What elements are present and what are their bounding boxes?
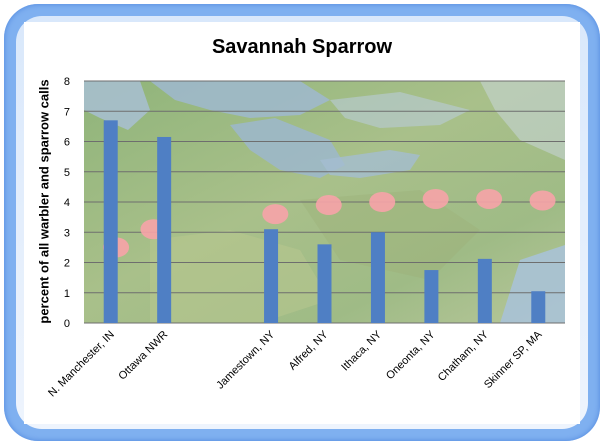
bar <box>264 229 279 323</box>
bars <box>103 120 546 323</box>
site-marker <box>529 190 556 211</box>
x-tick-label: Jamestown, NY <box>214 328 277 391</box>
site-marker <box>369 192 396 212</box>
y-tick-label: 0 <box>64 318 70 330</box>
x-tick-label: Alfred, NY <box>287 328 331 372</box>
x-tick-label: Ottawa NWR <box>116 329 170 383</box>
site-marker <box>262 204 289 225</box>
site-marker <box>315 195 342 216</box>
bar <box>531 291 546 323</box>
bar <box>103 120 118 323</box>
y-tick-label: 4 <box>64 197 70 209</box>
bar <box>477 258 492 323</box>
x-tick-label: Chatham, NY <box>436 328 492 384</box>
x-tick-label: Ithaca, NY <box>339 328 384 373</box>
x-tick-label: Skinner SP, MA <box>482 328 545 391</box>
x-tick-label: Oneonta, NY <box>384 328 438 382</box>
site-marker <box>476 188 503 209</box>
bar <box>370 232 385 323</box>
y-tick-label: 2 <box>64 258 70 270</box>
x-axis-ticks: N. Manchester, IN Ottawa NWR Jamestown, NY… <box>46 328 545 399</box>
y-tick-label: 3 <box>64 227 70 239</box>
y-tick-label: 7 <box>64 106 70 118</box>
y-tick-label: 6 <box>64 137 70 149</box>
y-axis-ticks: 0 1 2 3 4 5 6 7 8 <box>64 76 70 330</box>
site-marker <box>422 188 449 209</box>
chart-title: Savannah Sparrow <box>211 36 393 58</box>
x-tick-label: N. Manchester, IN <box>46 329 117 400</box>
bar <box>424 270 439 323</box>
y-tick-label: 8 <box>64 76 70 88</box>
bar <box>317 244 332 323</box>
y-tick-label: 1 <box>64 288 70 300</box>
y-tick-label: 5 <box>64 167 70 179</box>
bar <box>157 136 172 323</box>
